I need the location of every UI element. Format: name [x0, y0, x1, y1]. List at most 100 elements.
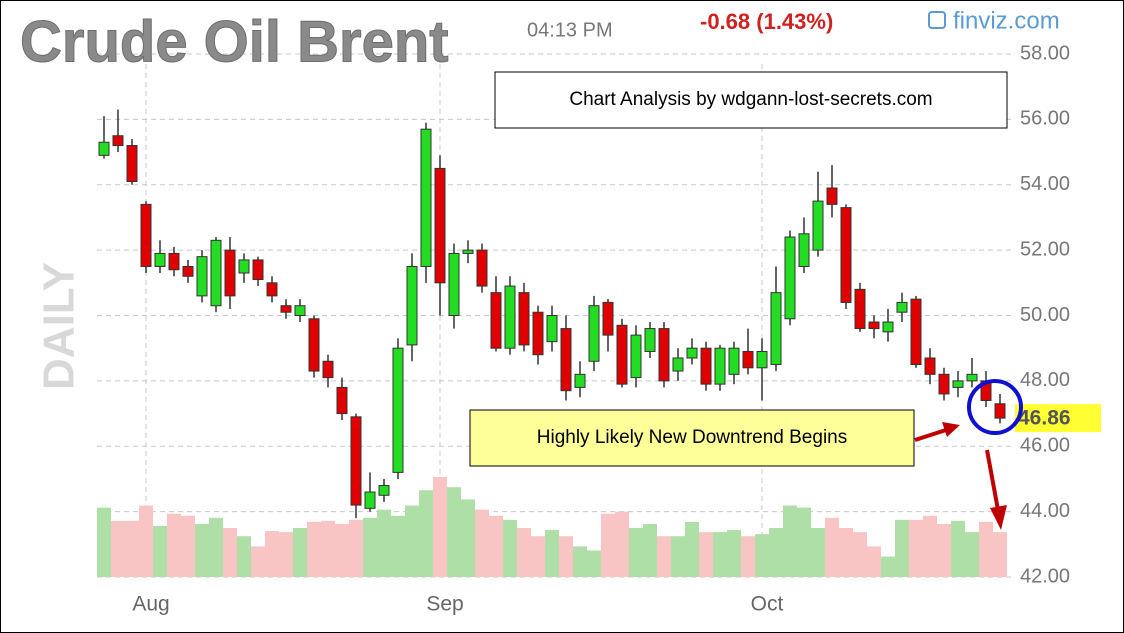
change: -0.68 (1.43%) — [700, 9, 833, 34]
candle-body — [378, 484, 390, 496]
candle-body — [770, 292, 782, 366]
candle-body — [448, 252, 460, 317]
candle-body — [308, 318, 320, 372]
volume-bar — [489, 515, 503, 577]
volume-bar — [923, 515, 937, 577]
volume-bar — [965, 532, 979, 577]
volume-bar — [727, 530, 741, 577]
volume-bar — [615, 511, 629, 577]
last-price-box — [1015, 404, 1101, 433]
volume-bar — [503, 519, 517, 577]
candle-body — [434, 167, 446, 284]
volume-bar — [559, 536, 573, 577]
volume-bar — [405, 505, 419, 577]
candle-body — [756, 350, 768, 369]
volume-bar — [769, 528, 783, 577]
volume-bar — [433, 477, 447, 577]
volume-bar — [531, 536, 545, 577]
volume-bar — [671, 536, 685, 577]
candle-body — [182, 265, 194, 277]
candle-body — [812, 200, 824, 251]
candle-body — [336, 386, 348, 415]
annotation-box — [494, 71, 1008, 129]
candle-body — [322, 360, 334, 379]
volume-bar — [377, 509, 391, 577]
candle-body — [294, 305, 306, 317]
period-label: DAILY — [35, 262, 84, 390]
last-price: 46.86 — [1018, 407, 1071, 430]
candle-body — [420, 128, 432, 267]
y-tick-label: 44.00 — [1020, 500, 1070, 522]
volume-bar — [867, 546, 881, 577]
candle-body — [714, 347, 726, 385]
candle-body — [728, 347, 740, 375]
candle-body — [938, 373, 950, 395]
candle-body — [406, 265, 418, 346]
y-tick-label: 56.00 — [1020, 108, 1070, 130]
volume-bar — [279, 532, 293, 577]
x-tick-label: Sep — [426, 593, 463, 616]
candle-body — [924, 357, 936, 375]
volume-bar — [643, 523, 657, 577]
volume-bar — [181, 515, 195, 577]
candle-body — [868, 321, 880, 330]
candle-body — [266, 282, 278, 297]
candle-body — [462, 249, 474, 254]
volume-bar — [825, 517, 839, 577]
volume-bar — [937, 523, 951, 577]
candle-body — [588, 305, 600, 362]
volume-bar — [587, 550, 601, 577]
x-tick-label: Aug — [132, 593, 169, 616]
volume-bar — [545, 530, 559, 577]
candle-body — [840, 207, 852, 303]
annotation: Chart Analysis by wdgann-lost-secrets.co… — [569, 89, 932, 110]
volume-bar — [699, 532, 713, 577]
candle-body — [392, 347, 404, 473]
volume-bar — [419, 490, 433, 577]
candle-body — [238, 259, 250, 274]
annotation-box — [469, 409, 915, 467]
candle-body — [546, 315, 558, 343]
candle-body — [126, 145, 138, 182]
volume-bar — [125, 520, 139, 577]
y-tick-label: 52.00 — [1020, 238, 1070, 260]
volume-bar — [209, 517, 223, 577]
candle-body — [616, 324, 628, 385]
volume-bar — [993, 532, 1007, 577]
candle-body — [196, 256, 208, 297]
candle-body — [658, 328, 670, 382]
volume-bar — [895, 519, 909, 577]
source-icon — [928, 11, 946, 29]
volume-bar — [223, 528, 237, 577]
time: 04:13 PM — [527, 19, 613, 41]
candle-body — [140, 203, 152, 267]
candle-body — [644, 328, 656, 352]
volume-bar — [363, 517, 377, 577]
candle-body — [882, 321, 894, 333]
chart-title: Crude Oil Brent — [20, 9, 449, 74]
volume-bar — [979, 521, 993, 577]
candle-body — [672, 357, 684, 372]
y-tick-label: 50.00 — [1020, 304, 1070, 326]
y-tick-label: 54.00 — [1020, 173, 1070, 195]
candle-body — [910, 298, 922, 366]
candle-body — [686, 347, 698, 359]
volume-bar — [657, 536, 671, 577]
candle-body — [364, 491, 376, 509]
candle-body — [154, 252, 166, 267]
volume-bar — [629, 528, 643, 577]
candle-body — [602, 301, 614, 336]
volume-bar — [293, 528, 307, 577]
candle-body — [560, 328, 572, 392]
candle-body — [574, 373, 586, 388]
volume-bar — [349, 519, 363, 577]
y-tick-label: 48.00 — [1020, 369, 1070, 391]
candle-body — [700, 347, 712, 385]
volume-bar — [713, 532, 727, 577]
y-tick-label: 42.00 — [1020, 565, 1070, 587]
candle-body — [994, 403, 1006, 419]
volume-bar — [783, 505, 797, 577]
candle-body — [98, 141, 110, 156]
candle-body — [952, 380, 964, 388]
